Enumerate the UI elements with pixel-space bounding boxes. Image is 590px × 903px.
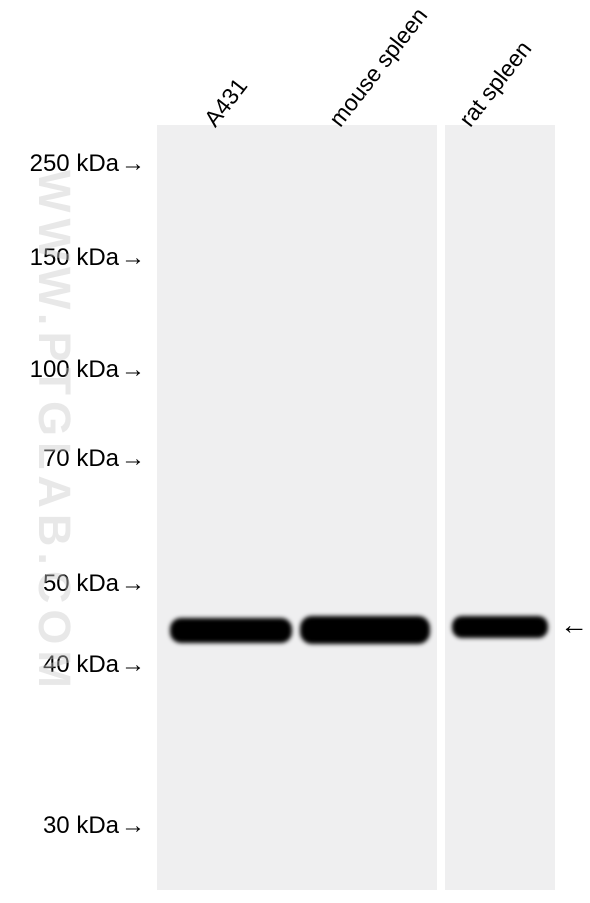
band-lane-rat-spleen <box>452 616 548 638</box>
marker-text: 70 kDa <box>43 445 119 472</box>
marker-text: 30 kDa <box>43 812 119 839</box>
lane-label-a431: A431 <box>199 73 253 132</box>
marker-text: 50 kDa <box>43 570 119 597</box>
target-band-arrow-icon: ← <box>560 609 588 641</box>
marker-arrow-icon: → <box>121 651 145 679</box>
blot-figure: A431 mouse spleen rat spleen 250 kDa→ 15… <box>0 0 590 903</box>
marker-arrow-icon: → <box>121 570 145 598</box>
marker-arrow-icon: → <box>121 244 145 272</box>
lane-panel-1 <box>157 125 437 890</box>
band-lane-a431 <box>170 618 292 643</box>
marker-text: 100 kDa <box>30 356 119 383</box>
marker-arrow-icon: → <box>121 356 145 384</box>
lane-panel-2 <box>445 125 555 890</box>
watermark-container: WWW.PTGLAB.COM <box>80 170 140 870</box>
marker-text: 150 kDa <box>30 244 119 271</box>
marker-250kda: 250 kDa→ <box>25 150 145 178</box>
marker-text: 250 kDa <box>30 150 119 177</box>
marker-arrow-icon: → <box>121 150 145 178</box>
marker-40kda: 40 kDa→ <box>25 651 145 679</box>
lane-label-rat-spleen: rat spleen <box>454 36 537 132</box>
marker-100kda: 100 kDa→ <box>25 356 145 384</box>
marker-50kda: 50 kDa→ <box>25 570 145 598</box>
marker-70kda: 70 kDa→ <box>25 445 145 473</box>
lane-label-mouse-spleen: mouse spleen <box>324 3 433 132</box>
marker-30kda: 30 kDa→ <box>25 812 145 840</box>
marker-text: 40 kDa <box>43 651 119 678</box>
marker-arrow-icon: → <box>121 812 145 840</box>
band-lane-mouse-spleen <box>300 616 430 644</box>
marker-arrow-icon: → <box>121 445 145 473</box>
marker-150kda: 150 kDa→ <box>25 244 145 272</box>
